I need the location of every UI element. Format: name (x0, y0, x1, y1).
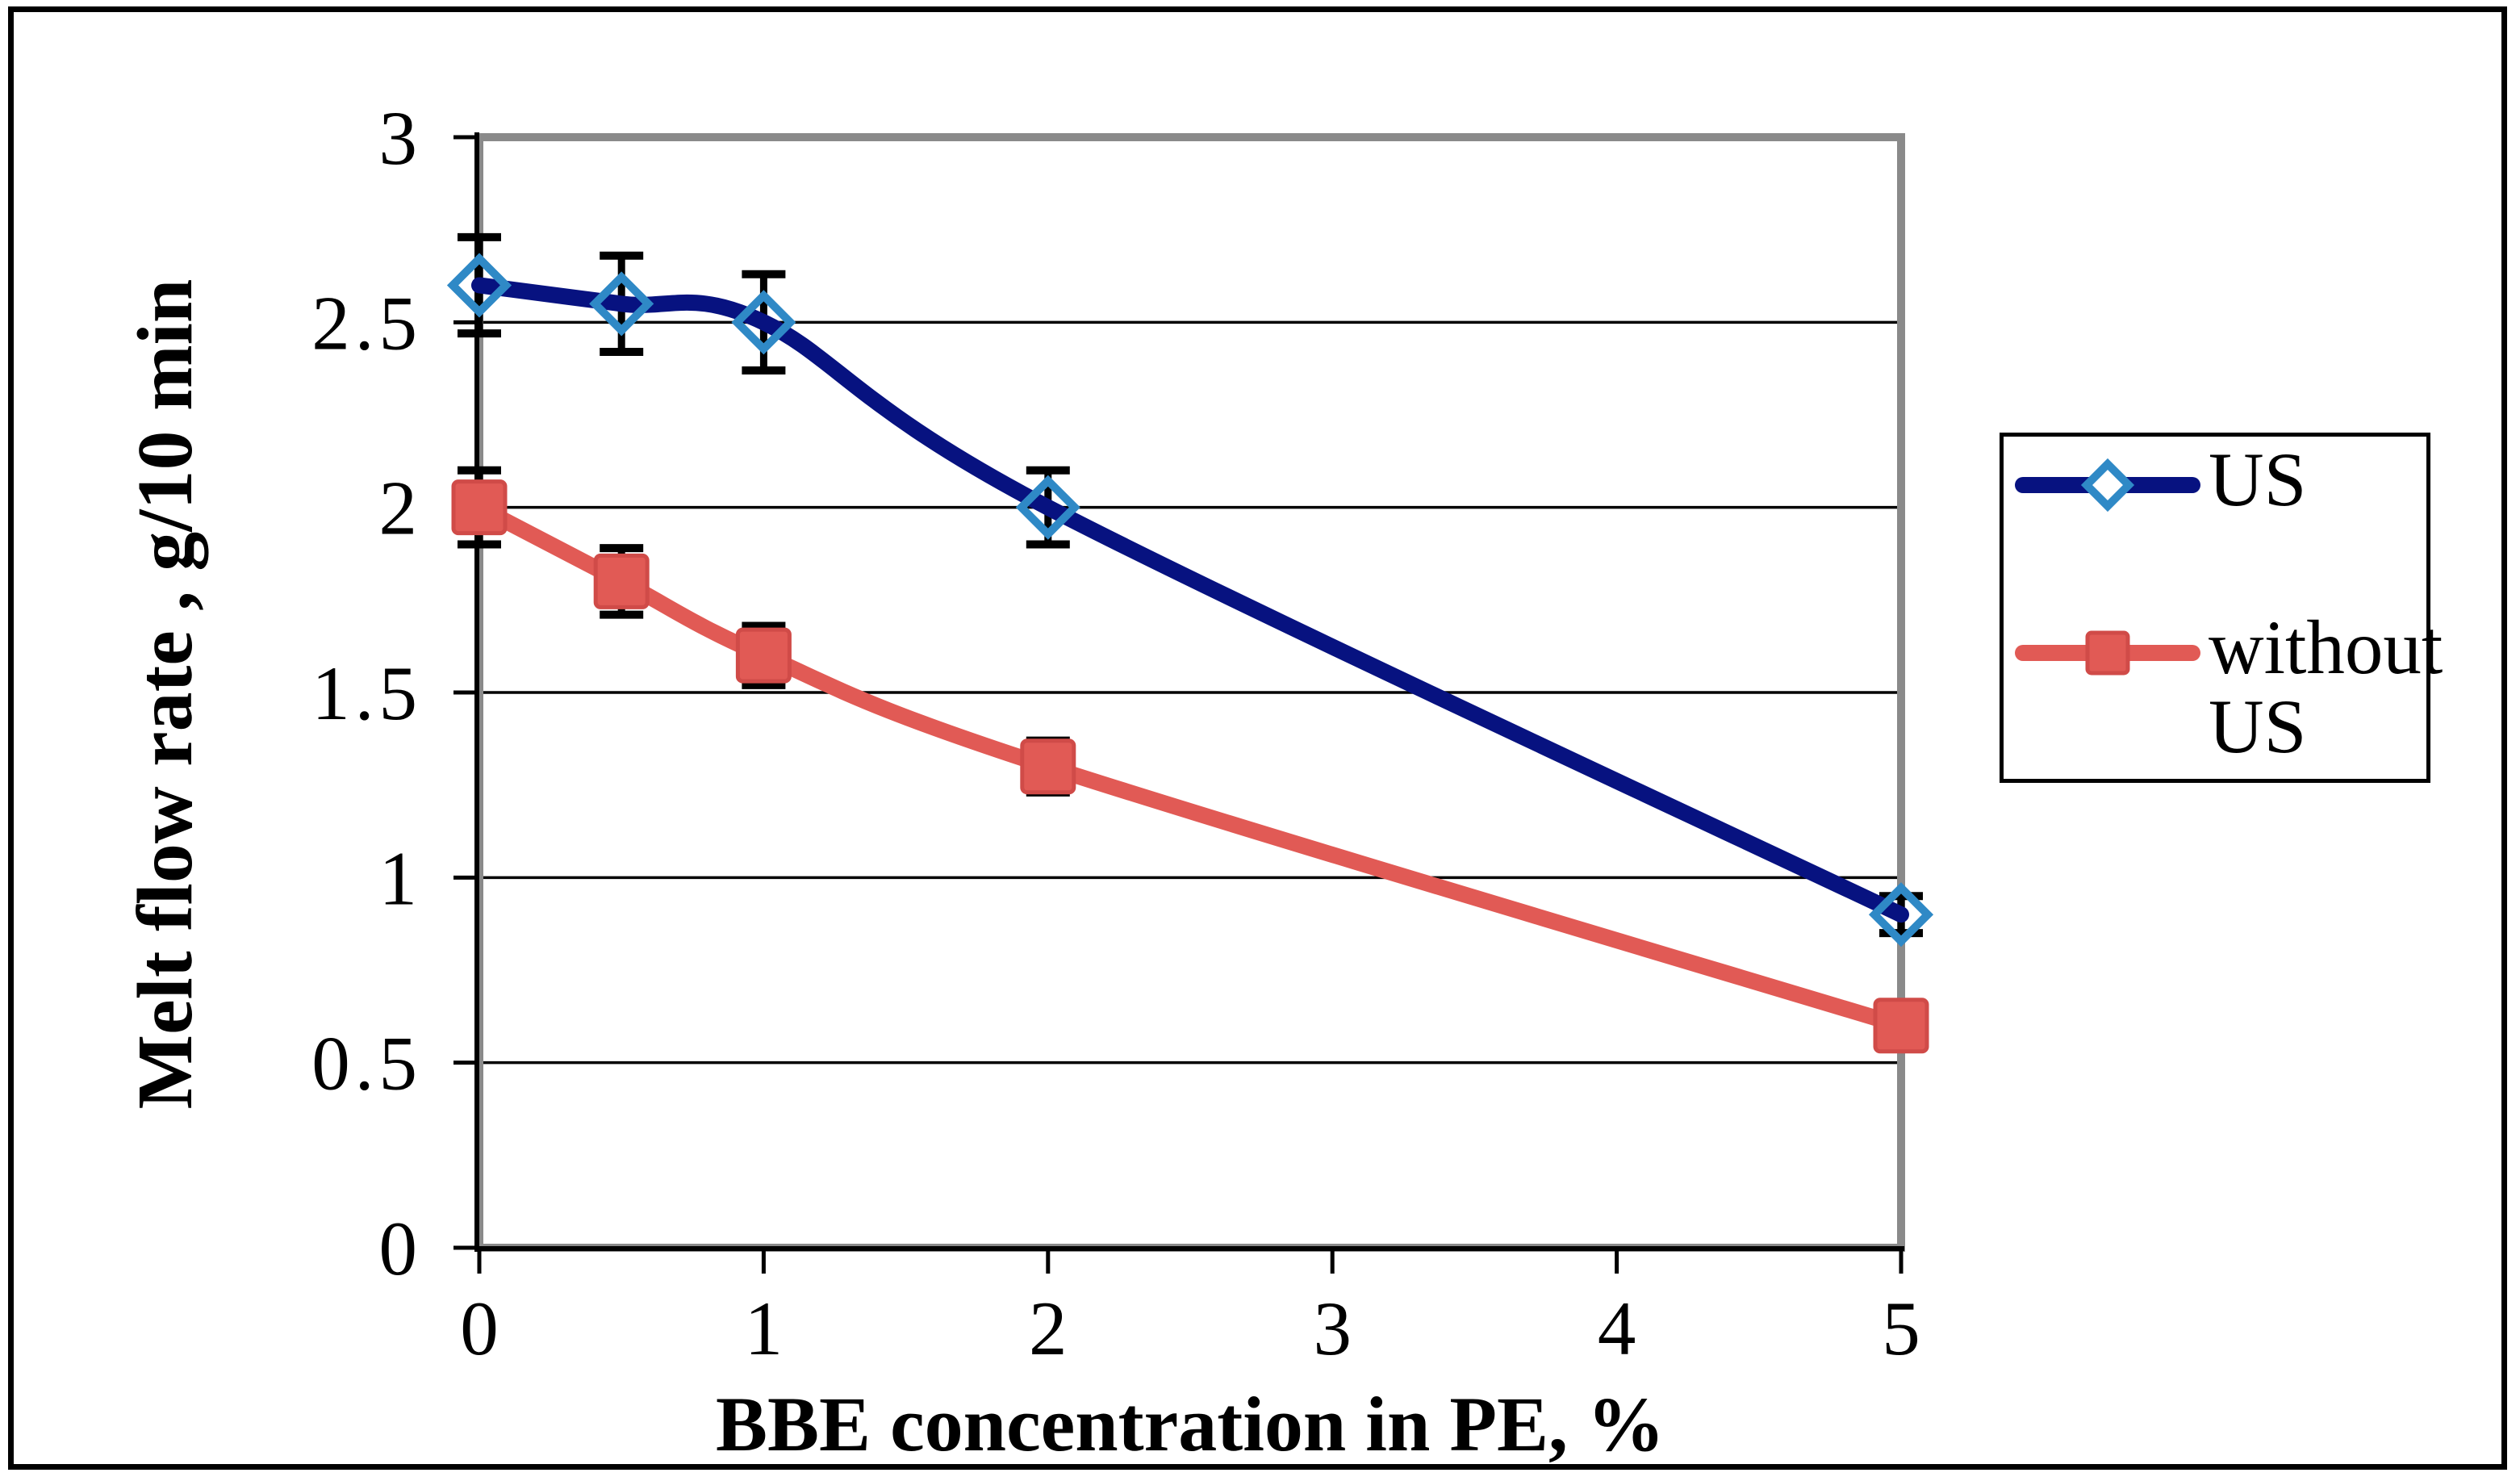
y-tick-label: 1.5 (311, 651, 422, 736)
data-point-marker-diamond (731, 290, 796, 355)
y-tick-label: 0.5 (311, 1021, 422, 1107)
x-tick-label: 3 (1313, 1286, 1352, 1371)
legend-entry-without-us: without US (2015, 608, 2443, 766)
data-point-marker-diamond (446, 253, 512, 318)
without-us-line-square-marker-icon (2015, 630, 2200, 676)
legend-label-us: US (2209, 437, 2307, 522)
data-point-marker-diamond (1868, 882, 1934, 948)
x-tick-label: 2 (1029, 1286, 1068, 1371)
data-point-marker-square (1020, 738, 1076, 795)
legend-label-without-us: without US (2209, 605, 2443, 769)
x-axis-title: BBE concentration in PE, % (715, 1381, 1665, 1467)
y-tick-label: 0 (379, 1206, 423, 1291)
data-point-marker-square (451, 479, 508, 536)
data-point-marker-square (593, 553, 650, 609)
data-point-marker-square (735, 627, 792, 684)
legend-entry-us: US (2015, 440, 2443, 530)
x-tick-label: 4 (1598, 1286, 1636, 1371)
series-line-us (471, 277, 1909, 923)
us-line-diamond-marker-icon (2015, 458, 2200, 512)
data-point-marker-diamond (1015, 475, 1080, 540)
figure-border (8, 6, 2507, 1470)
y-tick-label: 2.5 (311, 280, 422, 366)
data-point-marker-square (1873, 998, 1929, 1054)
y-tick-label: 3 (379, 95, 423, 181)
data-point-marker-diamond (589, 271, 654, 337)
y-tick-label: 2 (379, 466, 423, 551)
legend: US without US (2000, 433, 2443, 783)
x-tick-label: 0 (460, 1286, 499, 1371)
y-tick-label: 1 (379, 835, 423, 921)
x-tick-label: 5 (1882, 1286, 1920, 1371)
y-axis-title: Melt flow rate , g/10 min (122, 278, 209, 1110)
x-tick-label: 1 (745, 1286, 784, 1371)
